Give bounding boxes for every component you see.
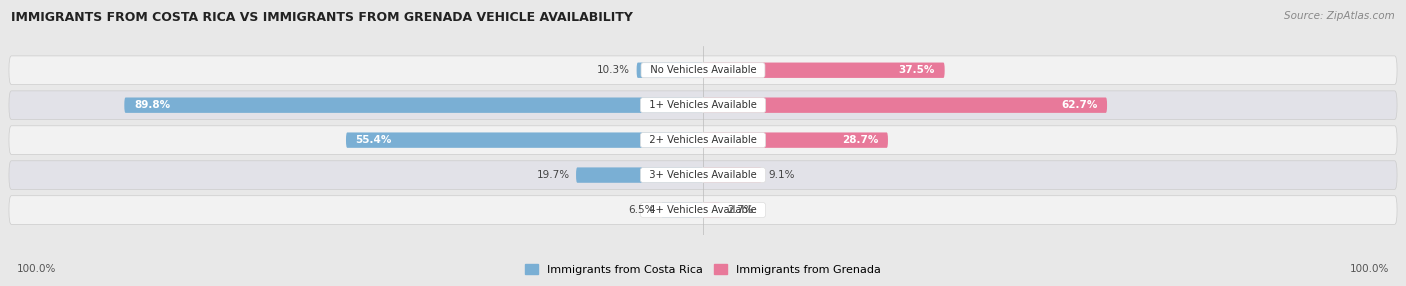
FancyBboxPatch shape	[703, 63, 945, 78]
FancyBboxPatch shape	[8, 91, 1398, 120]
Text: 19.7%: 19.7%	[537, 170, 569, 180]
Text: 55.4%: 55.4%	[356, 135, 392, 145]
FancyBboxPatch shape	[346, 132, 703, 148]
Text: 37.5%: 37.5%	[898, 65, 935, 75]
Text: 62.7%: 62.7%	[1062, 100, 1098, 110]
FancyBboxPatch shape	[576, 167, 703, 183]
Text: 6.5%: 6.5%	[628, 205, 655, 215]
Text: 2+ Vehicles Available: 2+ Vehicles Available	[643, 135, 763, 145]
Text: 28.7%: 28.7%	[842, 135, 879, 145]
Text: 9.1%: 9.1%	[768, 170, 794, 180]
Text: IMMIGRANTS FROM COSTA RICA VS IMMIGRANTS FROM GRENADA VEHICLE AVAILABILITY: IMMIGRANTS FROM COSTA RICA VS IMMIGRANTS…	[11, 11, 633, 24]
FancyBboxPatch shape	[703, 202, 720, 218]
Text: Source: ZipAtlas.com: Source: ZipAtlas.com	[1284, 11, 1395, 21]
Text: 89.8%: 89.8%	[134, 100, 170, 110]
FancyBboxPatch shape	[637, 63, 703, 78]
FancyBboxPatch shape	[661, 202, 703, 218]
Text: No Vehicles Available: No Vehicles Available	[644, 65, 762, 75]
Text: 1+ Vehicles Available: 1+ Vehicles Available	[643, 100, 763, 110]
FancyBboxPatch shape	[8, 126, 1398, 154]
FancyBboxPatch shape	[8, 161, 1398, 189]
FancyBboxPatch shape	[703, 167, 762, 183]
FancyBboxPatch shape	[124, 98, 703, 113]
FancyBboxPatch shape	[703, 98, 1107, 113]
FancyBboxPatch shape	[703, 132, 889, 148]
Text: 100.0%: 100.0%	[1350, 264, 1389, 274]
FancyBboxPatch shape	[8, 196, 1398, 225]
FancyBboxPatch shape	[8, 56, 1398, 85]
Text: 10.3%: 10.3%	[598, 65, 630, 75]
Text: 4+ Vehicles Available: 4+ Vehicles Available	[643, 205, 763, 215]
Text: 100.0%: 100.0%	[17, 264, 56, 274]
Text: 3+ Vehicles Available: 3+ Vehicles Available	[643, 170, 763, 180]
Text: 2.7%: 2.7%	[727, 205, 754, 215]
Legend: Immigrants from Costa Rica, Immigrants from Grenada: Immigrants from Costa Rica, Immigrants f…	[524, 264, 882, 275]
